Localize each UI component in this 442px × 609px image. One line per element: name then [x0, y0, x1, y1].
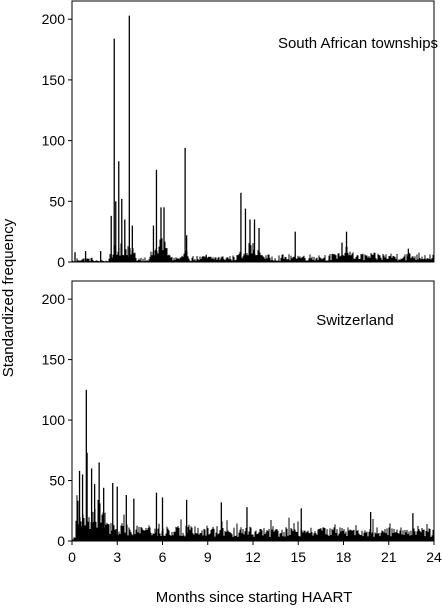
x-tick-label: 3	[113, 549, 121, 565]
x-tick-label: 21	[381, 549, 397, 565]
y-axis: 0 50 100 150 200	[42, 291, 72, 549]
y-tick-label: 100	[42, 412, 66, 428]
y-tick-label: 50	[49, 473, 65, 489]
x-tick-label: 0	[68, 549, 76, 565]
y-tick-label: 150	[42, 72, 66, 88]
x-axis-title: Months since starting HAART	[156, 589, 352, 606]
y-tick-label: 200	[42, 11, 66, 27]
y-axis-title: Standardized frequency	[0, 218, 17, 377]
panel-title: South African townships	[278, 35, 438, 52]
spike-series	[72, 389, 434, 541]
panel-switzerland: 0 50 100 150 200 0 3 6 9 12 15 18 21 24 Switzerland	[42, 280, 442, 565]
y-tick-label: 0	[57, 254, 65, 270]
x-tick-label: 9	[204, 549, 212, 565]
y-tick-label: 50	[49, 193, 65, 209]
x-tick-label: 12	[245, 549, 261, 565]
x-tick-label: 6	[159, 549, 167, 565]
y-tick-label: 200	[42, 291, 66, 307]
x-tick-label: 15	[290, 549, 306, 565]
x-axis: 0 3 6 9 12 15 18 21 24	[68, 541, 442, 565]
spike-series	[72, 15, 434, 262]
x-tick-label: 24	[426, 549, 442, 565]
x-tick-label: 18	[336, 549, 352, 565]
y-axis: 0 50 100 150 200	[42, 11, 72, 270]
y-tick-label: 0	[57, 533, 65, 549]
y-tick-label: 100	[42, 133, 66, 149]
panel-title: Switzerland	[316, 312, 394, 329]
y-tick-label: 150	[42, 352, 66, 368]
panel-south-african-townships: 0 50 100 150 200 South African townships	[42, 0, 438, 270]
